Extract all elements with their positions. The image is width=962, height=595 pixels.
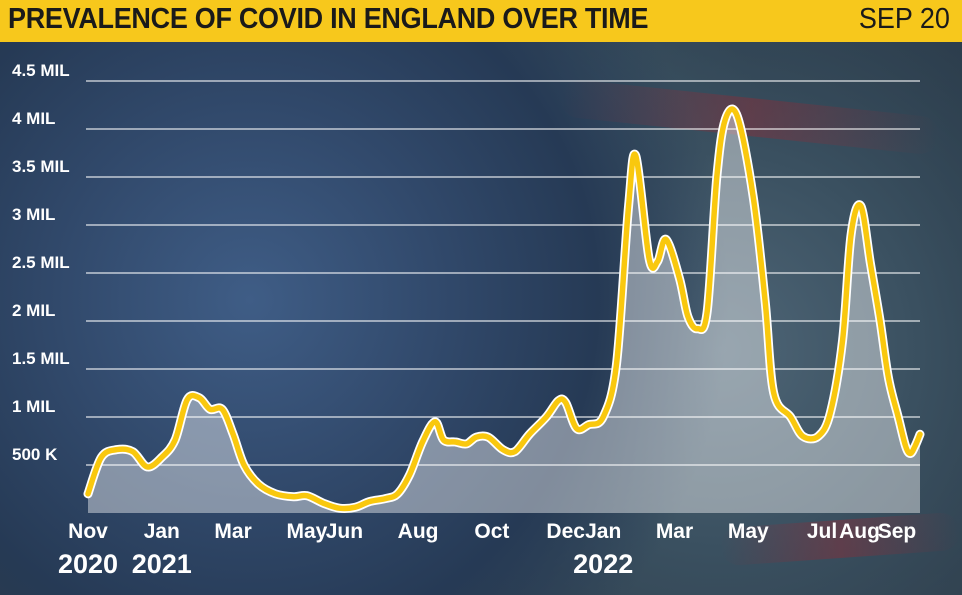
x-tick-label: Aug <box>398 520 439 543</box>
year-labels: 2020 2021 2022 <box>58 549 633 579</box>
series-line <box>85 106 923 512</box>
x-tick-label: Jan <box>144 520 180 543</box>
y-tick-label: 500 K <box>12 445 58 464</box>
year-label: 2020 <box>58 549 118 579</box>
y-tick-label: 3 MIL <box>12 205 55 224</box>
x-tick-label: Jan <box>585 520 621 543</box>
year-label: 2021 <box>132 549 192 579</box>
x-tick-label: May <box>286 520 327 543</box>
x-tick-label: Oct <box>474 520 509 543</box>
date-label: SEP 20 <box>859 3 950 35</box>
y-tick-label: 1 MIL <box>12 397 55 416</box>
x-tick-label: Nov <box>68 520 108 543</box>
chart-title: PREVALENCE OF COVID IN ENGLAND OVER TIME <box>8 3 649 35</box>
x-tick-label: May <box>728 520 769 543</box>
series-area <box>88 109 920 514</box>
y-tick-label: 2 MIL <box>12 301 55 320</box>
y-tick-label: 3.5 MIL <box>12 157 70 176</box>
x-tick-label: Mar <box>656 520 693 543</box>
x-tick-label: Mar <box>214 520 251 543</box>
x-tick-label: Dec <box>546 520 585 543</box>
x-tick-label: Aug <box>839 520 880 543</box>
y-tick-label: 2.5 MIL <box>12 253 70 272</box>
x-tick-label: Jun <box>326 520 363 543</box>
year-label: 2022 <box>573 549 633 579</box>
title-bar: PREVALENCE OF COVID IN ENGLAND OVER TIME… <box>0 0 962 42</box>
x-tick-label: Jul <box>807 520 837 543</box>
y-tick-label: 4 MIL <box>12 109 55 128</box>
y-tick-label: 1.5 MIL <box>12 349 70 368</box>
y-tick-label: 4.5 MIL <box>12 61 70 80</box>
x-tick-label: Sep <box>878 520 917 543</box>
y-axis-ticks: 500 K 1 MIL 1.5 MIL 2 MIL 2.5 MIL 3 MIL 3.5 MI… <box>12 61 70 464</box>
